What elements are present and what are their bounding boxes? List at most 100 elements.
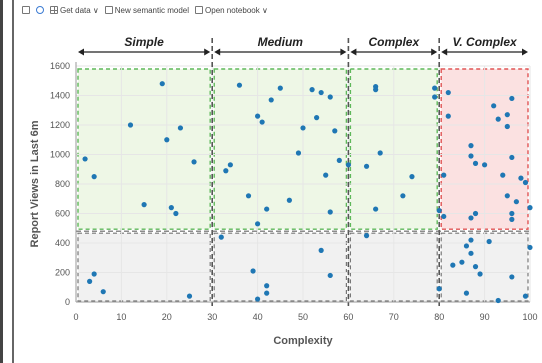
high-views-region: [213, 68, 348, 230]
data-point: [441, 213, 447, 220]
new-semantic-model-button[interactable]: New semantic model: [104, 5, 190, 15]
x-tick-label: 0: [73, 312, 78, 322]
y-tick-label: 1600: [50, 61, 70, 71]
y-axis-label: Report Views in Last 6m: [29, 120, 41, 247]
data-point: [259, 119, 265, 125]
window-frame-left: [0, 0, 3, 363]
data-point: [468, 143, 474, 149]
arrow-head-right-icon: [431, 48, 438, 56]
data-point: [504, 112, 510, 118]
get-data-button[interactable]: Get data ∨: [50, 6, 99, 15]
data-point: [491, 103, 497, 109]
data-point: [468, 237, 474, 243]
data-point: [477, 271, 483, 277]
data-point: [436, 207, 442, 214]
data-point: [286, 197, 292, 203]
report-icon: [22, 6, 30, 14]
data-point: [509, 95, 515, 102]
x-tick-label: 90: [480, 312, 490, 322]
data-point: [504, 123, 510, 130]
data-point: [409, 174, 415, 180]
notebook-icon: [195, 6, 204, 14]
data-point: [495, 297, 501, 304]
data-point: [300, 125, 306, 131]
arrow-head-left-icon: [78, 48, 84, 56]
category-header-layer: Simple Medium Complex V. Complex: [78, 35, 528, 56]
data-point: [141, 202, 147, 208]
settings-button[interactable]: [36, 6, 44, 14]
pane-divider[interactable]: [12, 0, 14, 363]
data-point: [504, 193, 510, 199]
data-point: [277, 85, 283, 91]
data-point: [309, 87, 315, 93]
data-point: [82, 156, 88, 162]
data-point: [245, 193, 252, 199]
data-point: [363, 233, 370, 239]
data-point: [264, 290, 270, 296]
data-point: [482, 162, 488, 168]
data-point: [377, 150, 383, 156]
data-point: [472, 160, 479, 166]
data-point: [100, 289, 106, 295]
y-tick-label: 200: [55, 268, 70, 278]
data-point: [87, 278, 93, 284]
data-point: [345, 162, 351, 168]
arrow-head-left-icon: [350, 48, 357, 56]
data-point: [168, 205, 174, 211]
data-point: [450, 262, 456, 268]
data-point: [332, 128, 338, 134]
data-point: [522, 179, 529, 186]
data-point: [336, 157, 342, 163]
data-point: [314, 115, 320, 121]
data-point: [264, 206, 270, 212]
y-tick-label: 1000: [50, 150, 70, 160]
low-views-region: [213, 232, 347, 302]
data-point: [186, 293, 193, 299]
data-point: [509, 216, 515, 222]
low-views-region: [77, 232, 211, 302]
data-point: [472, 210, 479, 217]
new-semantic-model-label: New semantic model: [114, 5, 190, 15]
data-point: [191, 159, 197, 165]
category-label: V. Complex: [452, 35, 518, 49]
y-tick-label: 1200: [50, 120, 70, 130]
data-point: [495, 116, 501, 122]
y-tick-label: 0: [65, 297, 70, 307]
data-point: [268, 97, 274, 103]
data-point: [468, 215, 474, 221]
data-point: [373, 206, 379, 212]
axes-layer: 0 10 20 30 40 50 60 70 80 90 100020040060080010001…: [50, 61, 538, 322]
data-point: [264, 283, 270, 289]
data-point: [522, 293, 529, 299]
data-point: [432, 85, 438, 91]
data-point: [463, 290, 470, 296]
model-icon: [104, 6, 113, 14]
data-point: [527, 244, 533, 251]
data-point: [255, 113, 261, 119]
report-button[interactable]: [22, 6, 30, 14]
x-tick-label: 80: [434, 312, 444, 322]
category-label: Simple: [124, 35, 164, 49]
x-tick-label: 20: [162, 312, 172, 322]
data-point: [327, 209, 333, 215]
data-point: [91, 174, 97, 180]
data-point: [250, 268, 256, 274]
data-point: [468, 153, 474, 159]
data-point: [432, 94, 438, 100]
open-notebook-button[interactable]: Open notebook ∨: [195, 6, 268, 15]
data-point: [500, 172, 506, 178]
data-point: [445, 89, 451, 96]
data-point: [463, 243, 470, 249]
data-point: [173, 210, 179, 217]
data-point: [400, 193, 406, 199]
arrow-head-right-icon: [522, 48, 528, 56]
x-tick-label: 60: [343, 312, 353, 322]
data-point: [518, 175, 524, 181]
get-data-label: Get data ∨: [60, 5, 99, 15]
data-point: [295, 150, 302, 156]
data-point: [236, 82, 243, 88]
data-point: [327, 94, 333, 100]
data-point: [436, 286, 442, 292]
data-point: [363, 163, 370, 169]
